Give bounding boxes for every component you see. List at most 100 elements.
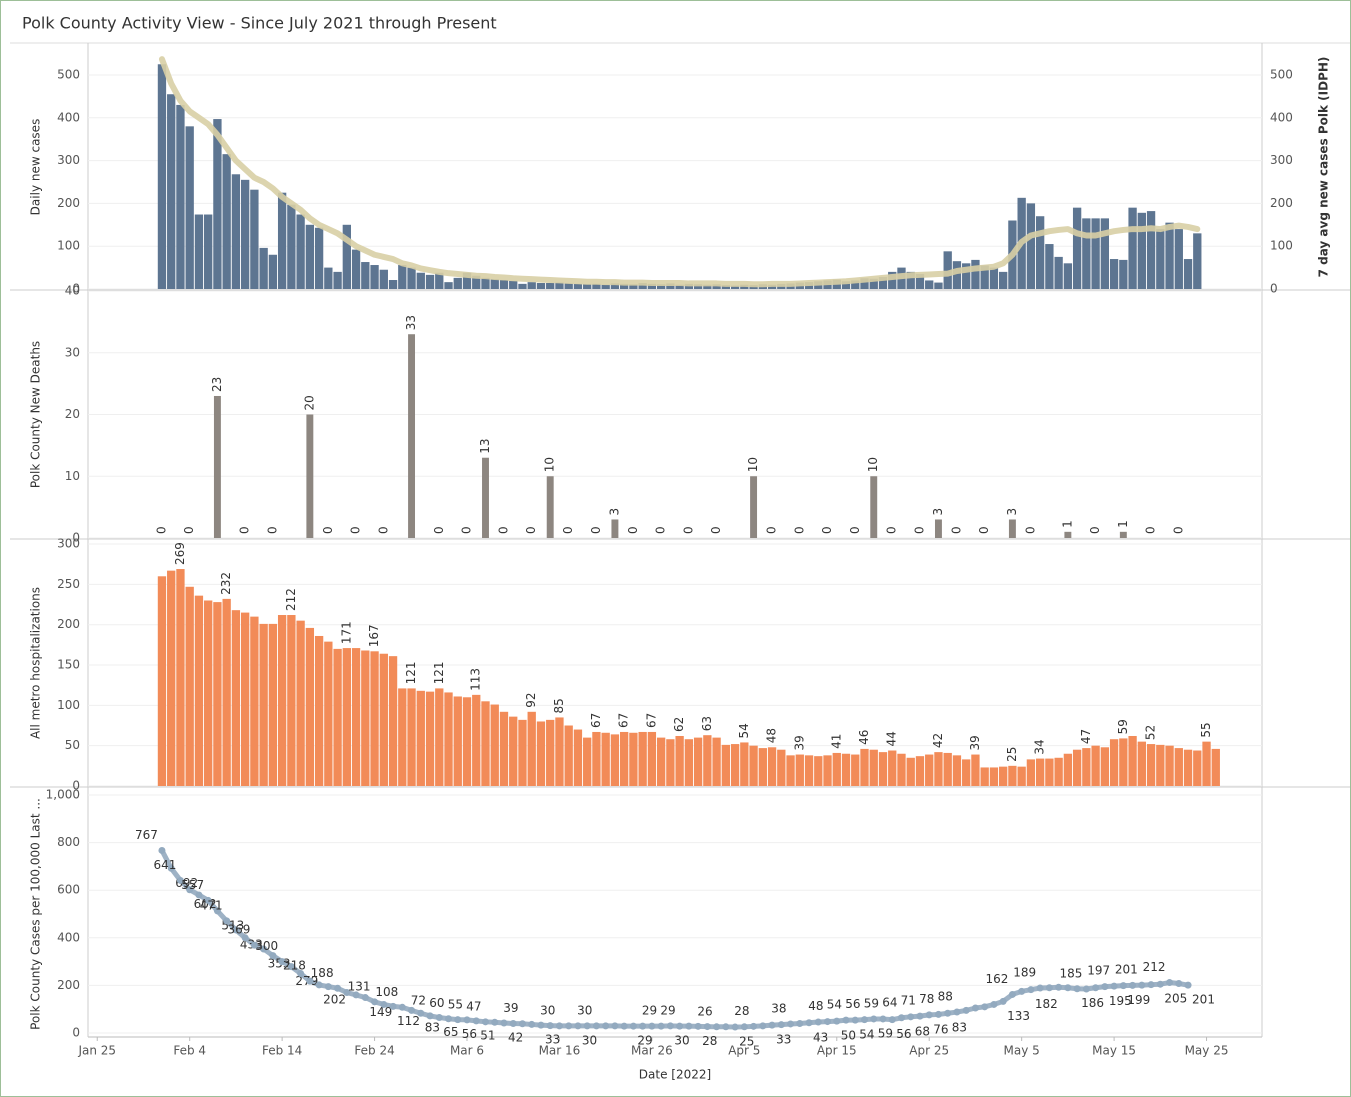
- data-label: 55: [1199, 722, 1213, 737]
- point: [842, 1016, 850, 1024]
- bar: [629, 284, 638, 289]
- bar: [425, 691, 435, 786]
- bar: [536, 283, 546, 289]
- data-label: 0: [432, 526, 446, 534]
- data-label: 85: [552, 698, 566, 713]
- point: [204, 896, 212, 904]
- point: [324, 983, 332, 991]
- y-tick-label: 300: [57, 153, 80, 167]
- point: [472, 1017, 480, 1025]
- bar: [287, 204, 296, 289]
- data-label: 39: [968, 735, 982, 750]
- data-label: 232: [219, 572, 233, 595]
- point: [833, 1017, 841, 1025]
- data-label: 171: [339, 621, 353, 644]
- data-label: 56: [462, 1027, 477, 1041]
- data-label: 83: [952, 1021, 967, 1035]
- point: [602, 1022, 610, 1030]
- bar: [1109, 259, 1119, 289]
- data-label: 64: [882, 995, 897, 1009]
- x-tick-label: Feb 24: [354, 1044, 394, 1058]
- bar: [250, 616, 259, 786]
- y-axis-title: Polk County New Deaths: [29, 341, 43, 488]
- bar: [870, 476, 878, 538]
- bar: [1063, 263, 1073, 289]
- bar: [1119, 259, 1128, 289]
- bar: [398, 688, 407, 786]
- bar: [453, 277, 462, 289]
- point: [176, 876, 184, 884]
- bar: [1091, 745, 1100, 786]
- point: [1110, 982, 1118, 990]
- bar: [943, 752, 952, 786]
- point: [195, 891, 203, 899]
- data-label: 10: [746, 457, 760, 472]
- bar: [860, 748, 869, 786]
- data-label: 0: [654, 526, 668, 534]
- bar: [749, 745, 758, 786]
- bar: [194, 595, 204, 786]
- bar: [370, 265, 379, 289]
- point: [315, 981, 323, 989]
- point: [1147, 981, 1155, 989]
- point: [1184, 981, 1192, 989]
- bar: [915, 274, 925, 289]
- y2-tick-label: 300: [1270, 153, 1293, 167]
- point: [509, 1019, 517, 1027]
- bar: [1193, 233, 1202, 289]
- bar: [740, 742, 749, 786]
- bar: [934, 519, 942, 538]
- bar: [684, 739, 694, 786]
- bar: [342, 224, 351, 289]
- data-label: 29: [660, 1004, 675, 1018]
- bar: [1100, 218, 1110, 289]
- point: [518, 1020, 526, 1028]
- bar: [583, 284, 592, 289]
- bar: [814, 756, 823, 786]
- point: [1175, 979, 1183, 987]
- bar: [906, 271, 915, 289]
- bar: [1156, 744, 1165, 786]
- bar: [1008, 765, 1017, 786]
- bar: [388, 656, 398, 786]
- bar: [527, 282, 536, 289]
- data-label: 202: [323, 992, 346, 1006]
- bar: [472, 694, 481, 786]
- point: [361, 994, 369, 1002]
- point: [1036, 984, 1044, 992]
- bar: [573, 729, 583, 786]
- bar: [444, 282, 453, 289]
- point: [371, 998, 379, 1006]
- point: [907, 1013, 915, 1021]
- data-label: 42: [508, 1031, 523, 1045]
- data-label: 39: [503, 1001, 518, 1015]
- bar: [213, 395, 221, 538]
- point: [158, 846, 166, 854]
- bar: [989, 267, 999, 289]
- bar: [482, 457, 489, 538]
- data-label: 23: [210, 377, 224, 392]
- bar: [647, 731, 657, 786]
- dashboard-title: Polk County Activity View - Since July 2…: [22, 14, 497, 33]
- point: [1073, 985, 1081, 993]
- y-tick-label: 0: [72, 779, 80, 793]
- bar: [324, 641, 333, 786]
- data-label: 13: [478, 438, 492, 453]
- x-axis-title: Date [2022]: [639, 1068, 711, 1082]
- point: [435, 1014, 443, 1022]
- x-tick-label: May 5: [1004, 1044, 1040, 1058]
- bar: [573, 283, 583, 289]
- data-label: 56: [845, 997, 860, 1011]
- data-label: 83: [425, 1021, 440, 1035]
- bar: [1165, 745, 1174, 786]
- bar: [1174, 229, 1183, 289]
- data-label: 121: [432, 662, 446, 685]
- data-label: 212: [284, 588, 298, 611]
- y-tick-label: 300: [57, 537, 80, 551]
- data-label: 0: [1144, 526, 1158, 534]
- bar: [213, 119, 222, 289]
- bar: [934, 282, 943, 289]
- bar: [721, 744, 731, 786]
- data-label: 0: [912, 526, 926, 534]
- data-label: 52: [1144, 725, 1158, 740]
